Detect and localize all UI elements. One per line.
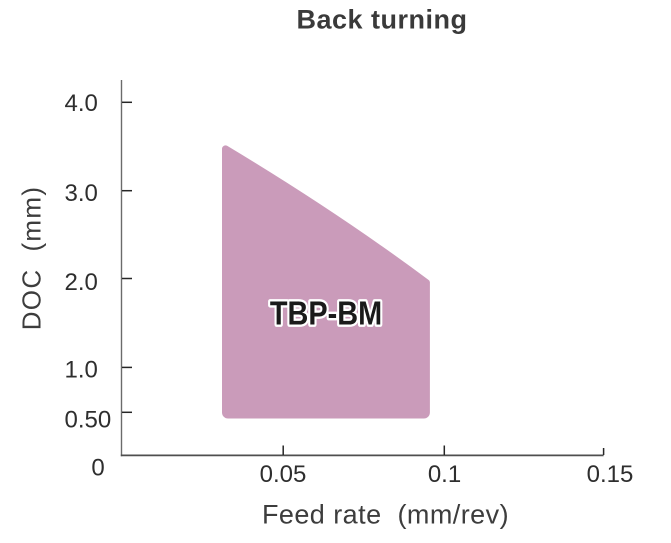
svg-text:4.0: 4.0	[65, 90, 98, 117]
svg-text:Feed rate (mm/rev): Feed rate (mm/rev)	[262, 500, 509, 530]
svg-text:TBP-BM: TBP-BM	[270, 295, 382, 332]
svg-text:2.0: 2.0	[65, 269, 98, 296]
svg-text:0.05: 0.05	[260, 461, 307, 488]
svg-text:0.1: 0.1	[428, 461, 461, 488]
svg-text:DOC (mm): DOC (mm)	[17, 186, 47, 331]
svg-text:0.15: 0.15	[587, 461, 634, 488]
svg-text:0: 0	[91, 455, 104, 482]
svg-text:Back turning: Back turning	[296, 5, 467, 35]
svg-text:1.0: 1.0	[65, 356, 98, 383]
svg-text:3.0: 3.0	[65, 180, 98, 207]
svg-text:0.50: 0.50	[65, 407, 112, 434]
